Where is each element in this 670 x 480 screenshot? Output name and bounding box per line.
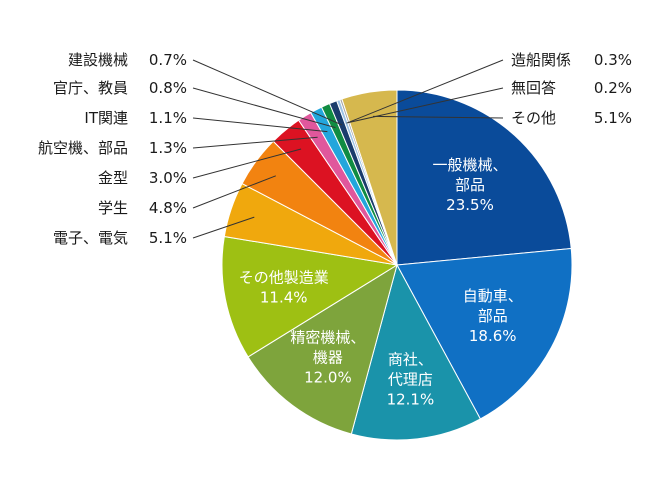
slice-name-label: 機器	[313, 349, 343, 367]
leader-line	[372, 115, 504, 119]
pie-slice	[396, 247, 573, 420]
pie-slice	[396, 89, 572, 266]
slice-name-label: その他製造業	[239, 268, 329, 286]
slice-value-label: 0.7%	[149, 51, 187, 69]
slice-name-label: 建設機械	[68, 51, 128, 69]
slice-value-label: 0.2%	[594, 79, 632, 97]
slice-value-label: 0.3%	[594, 51, 632, 69]
slice-value-label: 4.8%	[149, 199, 187, 217]
slice-name-label: 航空機、部品	[38, 139, 128, 157]
leader-line	[192, 175, 276, 209]
slice-value-label: 12.1%	[387, 391, 435, 409]
slice-value-label: 5.1%	[594, 109, 632, 127]
slice-name-label: 一般機械、	[432, 156, 507, 174]
slice-name-label: IT関連	[84, 109, 128, 127]
slice-name-label: その他	[511, 109, 556, 127]
slice-name-label: 学生	[98, 199, 128, 217]
slice-value-label: 1.1%	[149, 109, 187, 127]
slice-name-label: 電子、電気	[53, 229, 128, 247]
leader-line	[192, 117, 328, 133]
slice-value-label: 11.4%	[260, 288, 308, 306]
slice-name-label: 精密機械、	[290, 329, 365, 347]
leader-line	[192, 59, 343, 126]
slice-name-label: 代理店	[388, 371, 433, 389]
slices-layer	[221, 89, 573, 441]
leader-line	[346, 59, 504, 124]
slice-name-label: 商社、	[388, 351, 433, 369]
slice-name-label: 金型	[98, 169, 128, 187]
slice-name-label: 自動車、	[463, 287, 523, 305]
slice-value-label: 5.1%	[149, 229, 187, 247]
slice-name-label: 造船関係	[511, 51, 571, 69]
leader-lines-layer	[192, 59, 504, 239]
pie-slice	[247, 263, 398, 435]
slice-name-label: 官庁、教員	[53, 79, 128, 97]
leader-line	[192, 136, 318, 149]
pie-slice	[350, 263, 482, 441]
slice-name-label: 無回答	[511, 79, 556, 97]
slice-value-label: 0.8%	[149, 79, 187, 97]
slice-name-label: 部品	[455, 176, 485, 194]
slice-value-label: 18.6%	[469, 327, 517, 345]
leader-line	[192, 87, 336, 129]
slice-value-label: 3.0%	[149, 169, 187, 187]
labels-layer: 一般機械、部品23.5%自動車、部品18.6%商社、代理店12.1%精密機械、機…	[38, 51, 632, 409]
leader-line	[192, 148, 302, 179]
slice-value-label: 12.0%	[304, 369, 352, 387]
slice-value-label: 1.3%	[149, 139, 187, 157]
pie-slice	[221, 235, 399, 358]
slice-name-label: 部品	[478, 307, 508, 325]
leader-line	[192, 216, 255, 239]
pie-slice	[341, 89, 398, 266]
slice-value-label: 23.5%	[446, 196, 494, 214]
